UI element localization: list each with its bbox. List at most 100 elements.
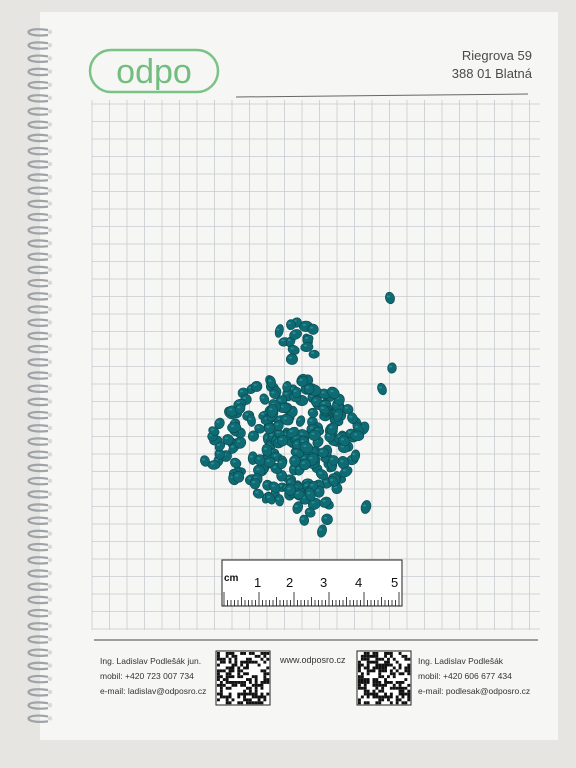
granule-highlight [279, 438, 283, 441]
qr-module [240, 681, 244, 684]
granule [284, 484, 297, 496]
granule-highlight [320, 407, 325, 410]
qr-module [219, 681, 223, 684]
qr-module [217, 692, 220, 696]
qr-module [217, 663, 220, 667]
qr-module [254, 683, 258, 687]
spiral-ring [27, 133, 49, 143]
granule-highlight [349, 415, 353, 418]
qr-module [381, 669, 385, 673]
punch-hole [47, 465, 53, 470]
qr-module [404, 692, 408, 696]
punch-hole [47, 439, 53, 444]
granule-highlight [293, 390, 297, 393]
granule [230, 457, 242, 469]
qr-module [254, 678, 258, 681]
granule-highlight [266, 425, 270, 428]
spiral-binding [27, 28, 53, 723]
qr-module [369, 660, 373, 664]
granule-highlight [290, 387, 294, 390]
qr-module [358, 660, 361, 664]
granule-highlight [294, 450, 298, 453]
granule [293, 489, 305, 500]
granule [263, 422, 275, 434]
punch-hole [47, 122, 53, 127]
qr-module [369, 692, 373, 696]
granule-highlight [330, 478, 334, 481]
punch-hole [47, 293, 53, 299]
svg-text:odpo: odpo [116, 53, 192, 91]
qr-module [225, 701, 229, 705]
punch-hole [47, 161, 53, 167]
punch-hole [47, 333, 53, 338]
granule-highlight [292, 331, 296, 334]
qr-module [222, 660, 226, 664]
granule [200, 455, 210, 467]
qr-module [360, 678, 364, 681]
qr-module [392, 672, 396, 676]
granule [222, 434, 234, 446]
qr-module [251, 695, 255, 699]
granule-highlight [278, 461, 283, 464]
qr-module [243, 672, 246, 676]
qr-module [375, 657, 379, 661]
qr-module [234, 657, 238, 661]
qr-module [251, 675, 255, 679]
qr-module [251, 652, 255, 655]
qr-module [392, 657, 396, 661]
granule-highlight [299, 432, 304, 435]
granule-highlight [266, 459, 270, 462]
qr-module [375, 681, 379, 684]
granule-highlight [284, 392, 288, 395]
granule [360, 500, 372, 514]
qr-module [248, 692, 252, 696]
address-street: Riegrova 59 [461, 48, 532, 63]
qr-module [358, 669, 361, 673]
granule-highlight [269, 408, 273, 411]
qr-module [375, 652, 379, 655]
footer-website: www.odposro.cz [280, 655, 346, 665]
qr-module [246, 692, 249, 696]
qr-module [237, 692, 241, 696]
qr-module [401, 689, 405, 693]
granule-highlight [275, 423, 279, 426]
granule-highlight [307, 510, 311, 513]
granule-highlight [326, 434, 331, 437]
qr-module [266, 652, 270, 655]
qr-module [231, 666, 235, 670]
qr-module [375, 686, 379, 690]
qr-module [389, 686, 393, 690]
granule-highlight [287, 339, 291, 342]
qr-module [366, 672, 370, 676]
qr-module [407, 692, 411, 696]
granule [319, 496, 332, 508]
spiral-ring [27, 199, 49, 209]
contact-name: Ing. Ladislav Podlešák [418, 656, 504, 666]
granule-highlight [311, 351, 315, 354]
granule-highlight [323, 516, 328, 519]
footer-contact-left: Ing. Ladislav Podlešák jun. mobil: +420 … [100, 654, 206, 699]
granule-highlight [297, 418, 301, 421]
qr-module [248, 652, 252, 655]
contact-email: e-mail: podlesak@odposro.cz [418, 686, 531, 696]
punch-hole [47, 95, 53, 101]
qr-module [375, 666, 379, 670]
spiral-ring [27, 292, 49, 301]
granule [321, 513, 333, 526]
spiral-ring [27, 714, 49, 723]
qr-module [246, 666, 249, 670]
qr-module [398, 663, 402, 667]
punch-hole [47, 135, 53, 140]
spiral-ring [27, 529, 49, 539]
granule-highlight [321, 391, 325, 394]
qr-module [384, 681, 387, 684]
punch-hole [47, 452, 53, 457]
granule-highlight [302, 456, 306, 459]
qr-module [389, 701, 393, 705]
qr-module [246, 672, 249, 676]
contact-email: e-mail: ladislav@odposro.cz [100, 686, 207, 696]
granule-highlight [251, 481, 256, 484]
punch-hole [47, 478, 53, 483]
qr-module [389, 681, 393, 684]
qr-module [363, 689, 367, 693]
